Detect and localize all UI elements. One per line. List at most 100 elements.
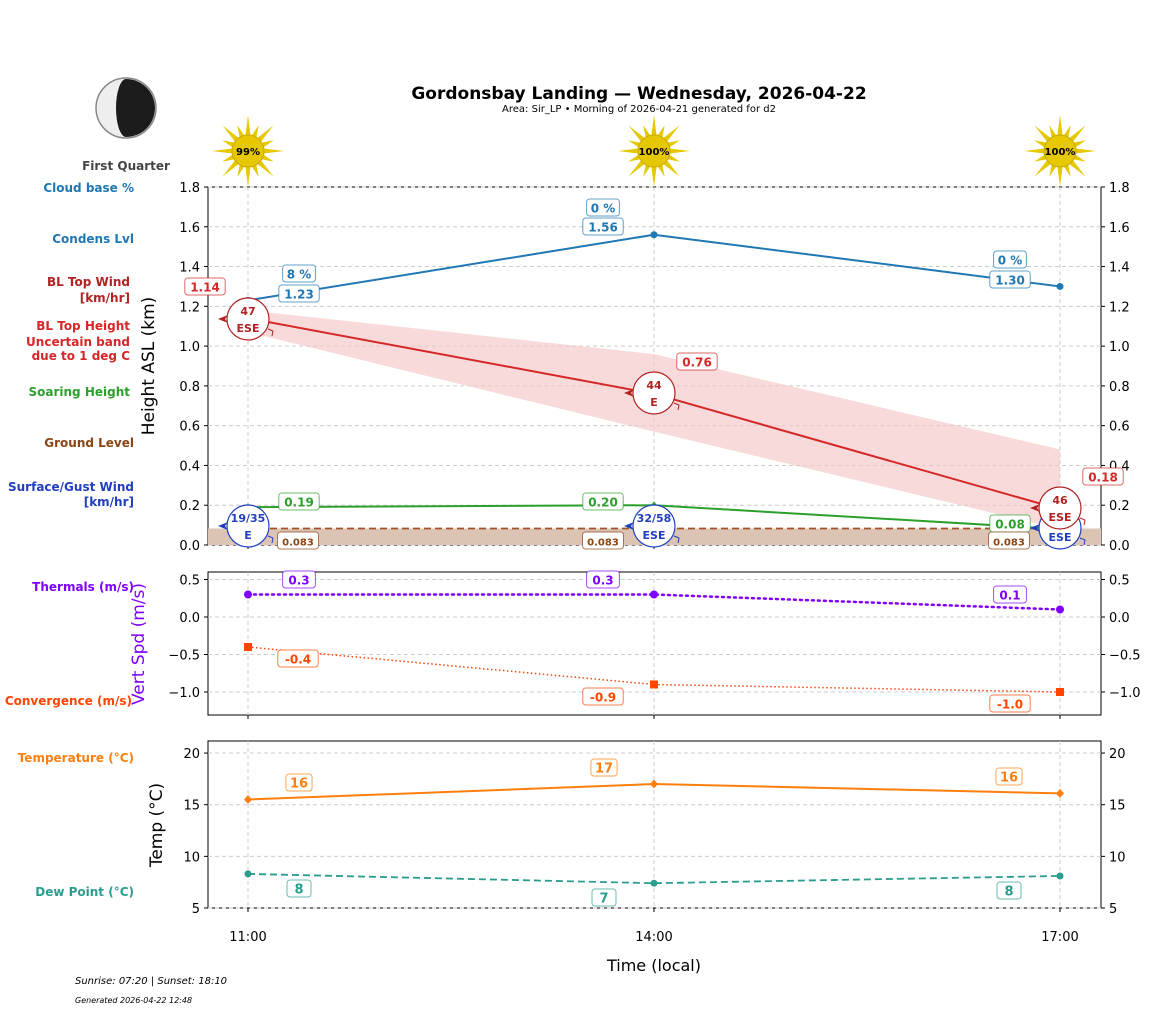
wind-speed: 46 [1052,494,1068,507]
dewpoint-point [1056,872,1064,880]
convergence-label-text: -0.9 [590,691,616,705]
sun-ray [222,125,240,143]
sun-percent: 99% [236,147,260,158]
sun-ray [1072,154,1086,162]
condensation-label: 1.30 [989,270,1031,289]
wind-barb-marker: 19/35 E [218,504,274,548]
convergence-label-box [989,694,1031,713]
convergence-label-box [277,649,319,668]
sun-ray [643,125,651,139]
ground-label-text: 0.083 [587,538,619,549]
y-tick-label-right: 0.0 [1109,611,1130,626]
wind-arrow-icon [624,389,634,397]
wind-circle [1038,486,1082,530]
wind-arrow-icon [218,522,228,530]
sun-ray [245,115,251,137]
temperature-label: 16 [285,773,313,792]
cloud-base-label-text: 0 % [591,202,616,216]
cloud-base-label: 8 % [282,264,316,283]
condensation-label-box [989,270,1031,289]
y-tick-label-right: 0.0 [1109,539,1130,554]
sun-percent: 100% [639,147,670,158]
ground-label: 0.083 [988,531,1030,550]
wind-speed: 44 [646,379,662,392]
sun-ray [662,125,680,143]
sun-ray [262,148,284,154]
thermals-label-text: 0.1 [999,589,1020,603]
wind-direction: E [244,529,252,542]
bl-top-label: 0.18 [1082,467,1124,486]
convergence-label: -0.4 [277,649,319,668]
wind-direction: E [650,396,658,409]
y-tick-label-right: 10 [1109,850,1126,865]
sun-percent: 100% [1045,147,1076,158]
dewpoint-label-box [591,888,617,907]
wind-circle [226,504,270,548]
side-label-bl-wind: BL Top Wind [47,275,130,289]
side-label-thermals: Thermals (m/s) [32,580,134,594]
temperature-label-box [590,758,618,777]
wind-arrow-icon [1030,524,1040,532]
y-tick-label-right: 1.8 [1109,181,1130,196]
sun-ray [256,159,274,177]
side-label-dewpoint: Dew Point (°C) [35,885,134,899]
side-label-bl-height: Uncertain band [26,335,130,349]
wind-direction: ESE [237,322,260,335]
moon-icon [95,77,157,139]
side-label-ground: Ground Level [44,436,134,450]
y-tick-label: 1.2 [179,300,200,315]
y-tick-label-right: −0.5 [1109,649,1141,664]
x-tick-label: 17:00 [1041,930,1078,945]
dewpoint-label-box [286,879,312,898]
y-tick-label-right: 5 [1109,902,1117,917]
y-tick-label: 0.2 [179,499,200,514]
y-axis-label: Height ASL (km) [139,297,159,436]
thermals-label-text: 0.3 [592,574,613,588]
temperature-point [650,779,658,789]
soaring-label-box [278,492,320,511]
y-tick-label: 0.0 [179,539,200,554]
sun-times: Sunrise: 07:20 | Sunset: 18:10 [75,976,227,987]
y-tick-label-right: 0.6 [1109,420,1130,435]
wind-speed: 47 [240,305,255,318]
temperature-label-text: 16 [290,777,308,792]
sun-ray [651,165,657,187]
sun-ray [1063,163,1071,177]
sun-icon: 99% [212,115,284,187]
cloud-base-label: 0 % [993,250,1027,269]
sun-ray [1068,159,1086,177]
temperature-label-box [995,767,1023,786]
sun-ray [237,125,245,139]
y-tick-label: 0.8 [179,380,200,395]
convergence-label-text: -1.0 [997,698,1023,712]
sun-ray [245,165,251,187]
sun-ray [222,154,236,162]
ground-label: 0.083 [277,531,319,550]
convergence-label-text: -0.4 [285,653,311,667]
moon-phase-label: First Quarter [82,159,170,173]
y-tick-label: 1.4 [179,261,200,276]
bl-top-label-text: 1.14 [190,281,220,295]
sun-ray [628,125,646,143]
y-tick-label-right: 0.5 [1109,574,1130,589]
y-tick-label: 1.6 [179,221,200,236]
vertical-speed-panel: −1.0 −1.0 −0.5 −0.5 0.0 0.0 0.5 0.5 0.3 0.3 0.1 -0.… [129,570,1141,719]
cloud-base-label: 0 % [586,198,620,217]
side-label-condens: Condens Lvl [52,232,134,246]
thermals-point [650,590,658,599]
dewpoint-line [247,873,1061,885]
sun-ray [628,140,642,148]
thermals-label: 0.1 [993,585,1027,604]
y-tick-label-right: 1.2 [1109,300,1130,315]
sun-ray [628,154,642,162]
sun-ray [251,163,259,177]
wind-speed: 19/35 [231,512,266,525]
sun-ray [1024,148,1046,154]
dewpoint-point [650,879,658,887]
wind-barb-marker: 46 ESE [1030,486,1086,530]
convergence-point [1056,688,1064,696]
temperature-label-text: 17 [595,762,613,777]
y-axis-label: Vert Spd (m/s) [129,583,149,705]
x-axis-label: Time (local) [606,956,701,975]
y-tick-label-right: 0.2 [1109,499,1130,514]
